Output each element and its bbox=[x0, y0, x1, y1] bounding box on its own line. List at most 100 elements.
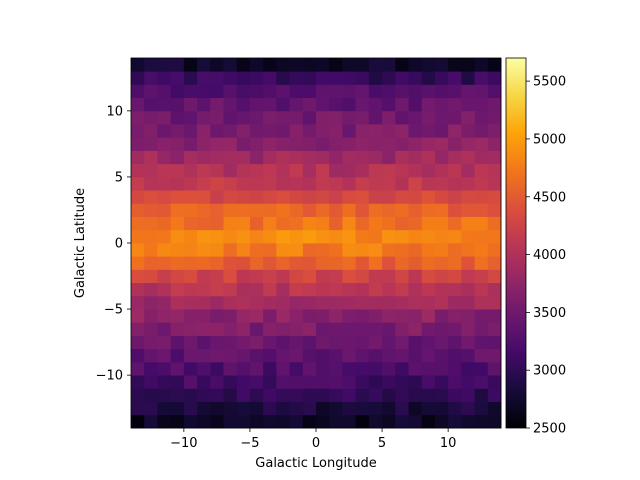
heatmap-cell bbox=[223, 163, 238, 178]
heatmap-cell bbox=[487, 348, 502, 363]
heatmap-cell bbox=[461, 256, 475, 270]
heatmap-cell bbox=[421, 216, 436, 231]
colorbar-tick-label: 4500 bbox=[533, 190, 566, 205]
colorbar-ticks: 2500 3000 3500 4000 4500 5000 5500 bbox=[526, 75, 566, 437]
heatmap-cell bbox=[170, 375, 185, 389]
heatmap-cell bbox=[461, 163, 475, 178]
heatmap-cell bbox=[289, 190, 304, 204]
heatmap-cell bbox=[223, 335, 238, 350]
heatmap-cell bbox=[276, 282, 290, 297]
heatmap-cell bbox=[355, 176, 370, 191]
heatmap-cell bbox=[487, 203, 502, 217]
heatmap-cell bbox=[263, 375, 277, 389]
heatmap-cell bbox=[342, 322, 357, 336]
heatmap-cell bbox=[249, 361, 264, 376]
heatmap-cell bbox=[368, 124, 383, 138]
heatmap-cell bbox=[263, 335, 277, 350]
heatmap-cell bbox=[461, 190, 475, 204]
heatmap-cell bbox=[487, 97, 502, 112]
heatmap-cell bbox=[183, 309, 198, 323]
heatmap-cell bbox=[474, 203, 489, 217]
heatmap-cell bbox=[210, 348, 224, 363]
heatmap-cell bbox=[302, 203, 317, 217]
heatmap-cell bbox=[210, 256, 224, 270]
heatmap-cell bbox=[448, 124, 462, 138]
heatmap-cell bbox=[461, 375, 475, 389]
heatmap-cell bbox=[276, 150, 290, 165]
heatmap-cell bbox=[329, 335, 343, 350]
heatmap-cell bbox=[434, 375, 449, 389]
heatmap-cell bbox=[263, 97, 277, 112]
colorbar-gradient bbox=[506, 58, 526, 428]
heatmap-cell bbox=[157, 401, 172, 416]
heatmap-cell bbox=[183, 322, 198, 336]
heatmap-cell bbox=[434, 348, 449, 363]
heatmap-cell bbox=[329, 282, 343, 297]
heatmap-cell bbox=[144, 401, 158, 416]
heatmap-cell bbox=[249, 84, 264, 99]
heatmap-cell bbox=[408, 335, 423, 350]
heatmap-cell bbox=[395, 322, 409, 336]
heatmap-cell bbox=[170, 295, 185, 310]
heatmap-cell bbox=[183, 361, 198, 376]
heatmap-cell bbox=[249, 335, 264, 350]
heatmap-cell bbox=[408, 124, 423, 138]
heatmap-cell bbox=[249, 322, 264, 336]
heatmap-cell bbox=[263, 361, 277, 376]
heatmap-cell bbox=[434, 203, 449, 217]
heatmap-cell bbox=[210, 190, 224, 204]
heatmap-cell bbox=[289, 282, 304, 297]
heatmap-cell bbox=[421, 282, 436, 297]
heatmap-cell bbox=[170, 256, 185, 270]
heatmap-cell bbox=[382, 282, 396, 297]
heatmap-cell bbox=[144, 269, 158, 284]
heatmap-cell bbox=[342, 203, 357, 217]
heatmap-cell bbox=[302, 295, 317, 310]
heatmap-cell bbox=[434, 137, 449, 151]
x-axis: −10 −5 0 5 10 bbox=[170, 428, 456, 451]
heatmap-cell bbox=[302, 229, 317, 244]
heatmap-cell bbox=[408, 97, 423, 112]
heatmap-cell bbox=[421, 150, 436, 165]
heatmap-cell bbox=[316, 176, 330, 191]
heatmap-cell bbox=[210, 229, 224, 244]
heatmap-cell bbox=[197, 203, 211, 217]
heatmap-cell bbox=[461, 243, 475, 257]
heatmap-cell bbox=[434, 190, 449, 204]
heatmap-cell bbox=[183, 256, 198, 270]
heatmap-cell bbox=[448, 401, 462, 416]
heatmap-cell bbox=[302, 137, 317, 151]
heatmap-cell bbox=[197, 84, 211, 99]
heatmap-cell bbox=[276, 216, 290, 231]
heatmap-cell bbox=[170, 176, 185, 191]
heatmap-cell bbox=[395, 150, 409, 165]
heatmap-cell bbox=[382, 375, 396, 389]
heatmap-cell bbox=[342, 150, 357, 165]
heatmap-cell bbox=[210, 163, 224, 178]
heatmap-cell bbox=[302, 309, 317, 323]
heatmap-cell bbox=[197, 295, 211, 310]
heatmap-cell bbox=[382, 322, 396, 336]
heatmap-cell bbox=[302, 58, 317, 72]
heatmap-cell bbox=[183, 414, 198, 429]
heatmap-cell bbox=[368, 84, 383, 99]
heatmap-cell bbox=[474, 335, 489, 350]
heatmap-cell bbox=[131, 335, 145, 350]
heatmap-cell bbox=[329, 309, 343, 323]
heatmap-cell bbox=[170, 71, 185, 85]
heatmap-cell bbox=[144, 97, 158, 112]
heatmap-cell bbox=[223, 203, 238, 217]
heatmap-cell bbox=[170, 229, 185, 244]
heatmap-cell bbox=[197, 71, 211, 85]
heatmap-cell bbox=[329, 71, 343, 85]
heatmap-cell bbox=[448, 335, 462, 350]
heatmap-cell bbox=[276, 401, 290, 416]
heatmap-cell bbox=[434, 229, 449, 244]
heatmap-cell bbox=[170, 203, 185, 217]
heatmap-cell bbox=[395, 295, 409, 310]
heatmap-cell bbox=[276, 309, 290, 323]
heatmap-cell bbox=[487, 388, 502, 402]
heatmap-cell bbox=[302, 243, 317, 257]
heatmap-cell bbox=[421, 361, 436, 376]
heatmap-cell bbox=[434, 414, 449, 429]
